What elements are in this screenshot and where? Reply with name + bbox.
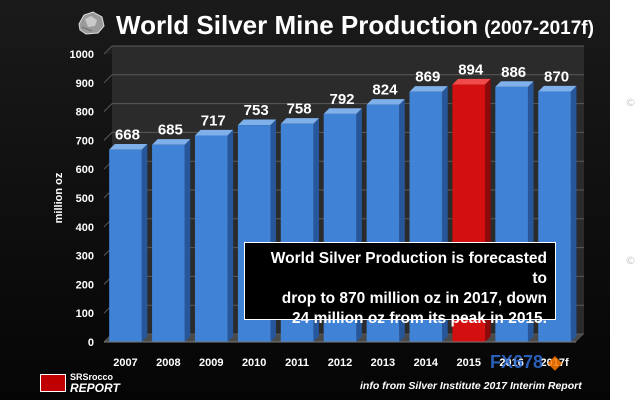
bar-top: [109, 144, 148, 150]
chart-title-years: (2007-2017f): [484, 18, 594, 39]
bar-side: [227, 129, 234, 342]
bar-top: [152, 139, 191, 145]
x-tick-label: 2013: [371, 357, 395, 369]
gridline-diagonal: [103, 103, 113, 112]
bar-top: [323, 108, 362, 114]
bar: [152, 144, 185, 342]
y-tick-label: 1000: [70, 49, 94, 61]
y-tick-label: 700: [76, 135, 94, 147]
x-tick-label: 2007: [113, 357, 137, 369]
side-watermark-icon: ©: [625, 96, 636, 109]
chart-title: World Silver Mine Production (2007-2017f): [116, 10, 594, 41]
data-label: 824: [372, 82, 398, 99]
bar-side: [570, 85, 577, 342]
bar-side: [141, 144, 148, 342]
watermark-accent-icon: ◆: [543, 352, 562, 372]
x-tick-label: 2015: [456, 357, 480, 369]
data-label: 753: [244, 102, 269, 119]
x-tick-label: 2011: [285, 357, 309, 369]
data-label: 870: [544, 68, 569, 85]
data-label: 717: [201, 113, 226, 130]
x-tick-label: 2017f: [540, 357, 568, 369]
x-tick-label: 2009: [199, 357, 223, 369]
x-tick-label: 2016: [499, 357, 523, 369]
bar-top: [409, 86, 448, 92]
source-note: info from Silver Institute 2017 Interim …: [360, 380, 582, 392]
y-tick-label: 400: [76, 222, 94, 234]
data-label: 668: [115, 127, 140, 144]
bar-top: [538, 85, 577, 92]
bar: [194, 135, 228, 342]
y-tick-label: 300: [76, 251, 94, 263]
y-tick-label: 800: [76, 107, 94, 119]
y-tick-label: 200: [76, 279, 94, 291]
data-label: 792: [329, 91, 354, 108]
data-label: 886: [501, 64, 526, 81]
y-tick-label: 100: [76, 308, 94, 320]
gridline-diagonal: [103, 74, 113, 84]
watermark-logo: FX678 ◆: [490, 352, 562, 373]
silver-nugget-icon: [78, 11, 105, 35]
gridline-diagonal: [103, 45, 113, 55]
data-label: 758: [287, 101, 312, 118]
bar-top: [280, 118, 319, 124]
chart-title-main: World Silver Mine Production: [116, 10, 479, 40]
bar-top: [452, 78, 491, 85]
bar-top: [194, 129, 234, 136]
side-watermark-icon: ©: [625, 254, 636, 267]
bar: [109, 149, 142, 342]
bar-top: [495, 81, 534, 87]
x-tick-label: 2010: [242, 357, 266, 369]
data-label: 685: [158, 122, 183, 139]
brand-name-top: SRSrocco: [70, 372, 114, 382]
y-tick-label: 500: [76, 193, 94, 205]
watermark-text: FX678: [490, 352, 544, 372]
srsrocco-logo: SRSrocco REPORT: [40, 372, 136, 395]
x-tick-label: 2014: [414, 357, 439, 369]
data-label: 869: [415, 69, 440, 86]
y-tick-label: 0: [88, 337, 94, 349]
y-axis-label: million oz: [53, 172, 65, 223]
bar-chart: 0 100 200 300 400 500 600 700 800 900 1000 million …: [53, 45, 584, 369]
x-tick-label: 2012: [328, 357, 352, 369]
bar-side: [184, 139, 191, 342]
forecast-callout: World Silver Production is forecasted to…: [244, 242, 556, 327]
x-tick-label: 2008: [156, 357, 180, 369]
brand-logo-box: [40, 374, 66, 392]
bar-top: [237, 119, 277, 126]
bar-top: [366, 99, 405, 105]
y-tick-label: 900: [76, 78, 94, 90]
data-label: 894: [458, 62, 484, 79]
brand-name-bottom: REPORT: [70, 381, 120, 395]
y-tick-label: 600: [76, 164, 94, 176]
gridline-diagonal: [103, 132, 113, 141]
